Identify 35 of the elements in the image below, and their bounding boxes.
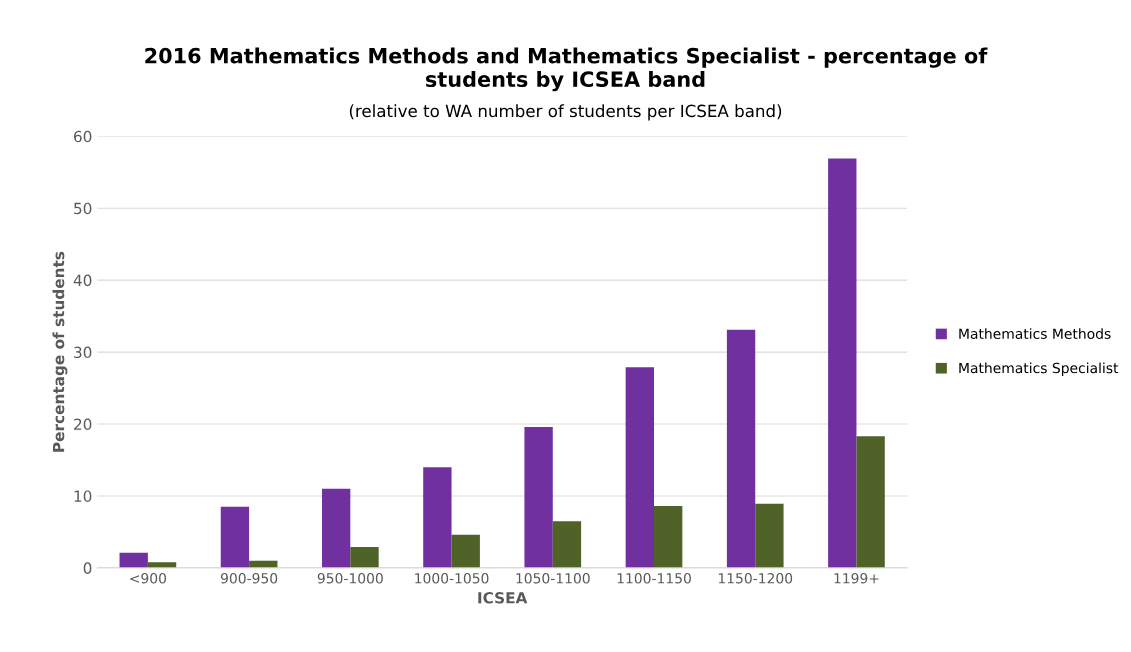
bar: [856, 436, 885, 568]
y-tick-label: 40: [73, 274, 92, 287]
legend-label: Mathematics Methods: [959, 328, 1111, 339]
legend-label: Mathematics Specialist: [959, 362, 1119, 376]
y-tick-label: 60: [74, 130, 92, 143]
x-tick-label: 900-950: [220, 573, 278, 584]
chart-subtitle: (relative to WA number of students per ICSEA band): [349, 104, 782, 121]
bar: [828, 158, 857, 568]
bar: [552, 521, 582, 568]
y-axis-title: Percentage of students: [52, 251, 68, 452]
bar: [524, 426, 553, 568]
x-tick-label: <900: [130, 573, 167, 584]
x-tick-label: 1100-1150: [617, 573, 691, 584]
y-tick-label: 0: [83, 562, 92, 574]
bar: [423, 467, 452, 568]
bar: [654, 506, 683, 568]
x-tick-label: 1199+: [834, 573, 879, 584]
bar: [321, 488, 351, 568]
x-tick-label: 950-1000: [317, 573, 383, 584]
y-tick-label: 50: [74, 202, 92, 215]
y-tick-label: 30: [74, 346, 92, 359]
bar: [755, 503, 784, 568]
y-tick-label: 10: [74, 490, 92, 502]
x-axis-title: ICSEA: [478, 592, 528, 604]
x-tick-label: 1000-1050: [415, 573, 489, 584]
chart-title: 2016 Mathematics Methods and Mathematics Specialist - percentage of students by ICSEA band: [145, 47, 988, 92]
y-tick-label: 20: [74, 418, 92, 431]
bar: [220, 506, 250, 568]
x-tick-label: 1150-1200: [718, 573, 793, 584]
bar: [350, 547, 379, 568]
bar: [625, 367, 654, 568]
bar: [726, 329, 756, 568]
bar: [451, 534, 480, 568]
x-tick-label: 1050-1100: [516, 573, 590, 584]
bar: [119, 552, 148, 568]
